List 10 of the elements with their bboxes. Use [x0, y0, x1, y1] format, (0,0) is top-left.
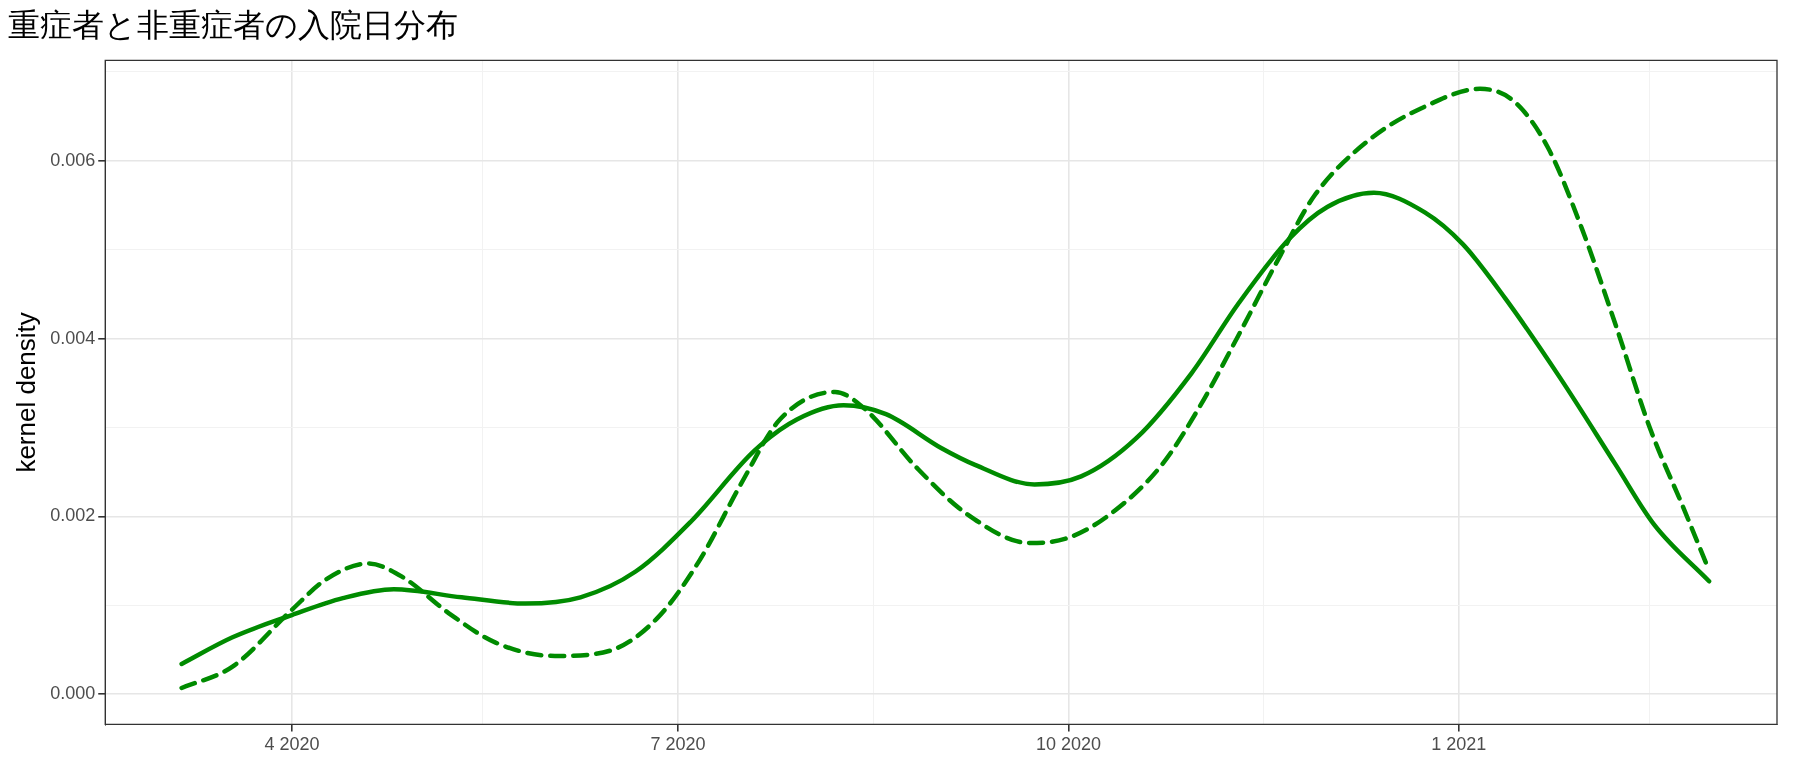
x-tick-label: 1 2021 — [1431, 734, 1487, 755]
y-axis-title: kernel density — [10, 312, 41, 473]
y-tick-label: 0.000 — [50, 683, 96, 704]
chart-title: 重症者と非重症者の入院日分布 — [8, 5, 458, 44]
y-tick-label: 0.002 — [50, 505, 96, 526]
y-tick-label: 0.006 — [50, 149, 96, 170]
x-tick-label: 7 2020 — [650, 734, 706, 755]
y-tick-label: 0.004 — [50, 327, 96, 348]
x-tick-label: 10 2020 — [1035, 734, 1101, 755]
x-tick-label: 4 2020 — [264, 734, 320, 755]
